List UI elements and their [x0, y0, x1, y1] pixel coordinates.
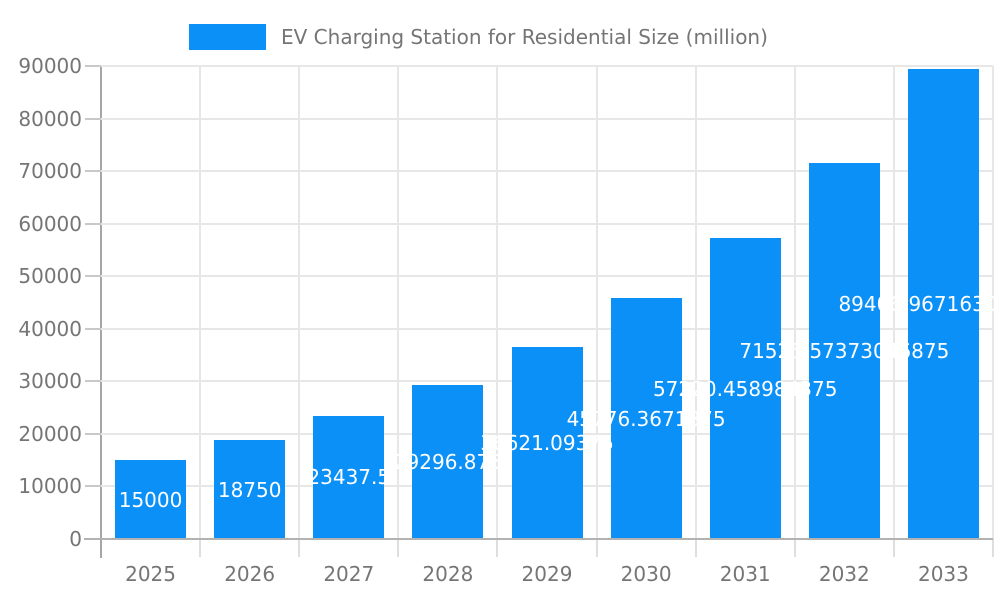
legend-label: EV Charging Station for Residential Size…	[281, 25, 768, 49]
gridline-v	[793, 66, 796, 539]
gridline-v	[595, 66, 598, 539]
value-label: 29296.875	[393, 450, 502, 475]
x-axis-tick	[298, 539, 301, 557]
y-axis-label: 50000	[18, 264, 82, 289]
y-axis-label: 30000	[18, 369, 82, 394]
x-axis-label: 2025	[125, 562, 176, 586]
bar-2025[interactable]	[115, 460, 187, 539]
y-axis-label: 40000	[18, 316, 82, 341]
gridline-v	[694, 66, 697, 539]
gridline-v	[892, 66, 895, 539]
value-label: 57220.458984375	[652, 376, 838, 401]
legend-swatch	[189, 24, 266, 50]
gridline-h	[101, 170, 993, 173]
y-axis-line	[100, 65, 102, 558]
y-axis-tick	[85, 222, 101, 225]
bar-2028[interactable]	[412, 385, 484, 539]
bar-2031[interactable]	[709, 238, 781, 539]
value-label: 89406.96716308594	[838, 292, 1000, 317]
x-axis-tick	[992, 539, 994, 557]
x-axis-label: 2027	[323, 562, 375, 586]
x-axis-baseline	[84, 538, 993, 540]
x-axis-label: 2030	[620, 562, 672, 586]
y-axis-tick	[85, 65, 101, 67]
bar-2027[interactable]	[313, 415, 385, 539]
y-axis-tick	[85, 432, 101, 435]
gridline-h	[101, 117, 993, 120]
x-axis-label: 2028	[422, 562, 474, 586]
value-label: 36621.09375	[480, 430, 614, 455]
bar-2032[interactable]	[808, 163, 880, 539]
y-axis-label: 80000	[18, 106, 82, 131]
value-label: 18750	[217, 477, 282, 502]
gridline-h	[101, 275, 993, 278]
chart-legend: EV Charging Station for Residential Size…	[189, 24, 768, 50]
y-axis-label: 10000	[18, 474, 82, 499]
gridline-h	[101, 222, 993, 225]
x-axis-tick	[397, 539, 400, 557]
x-axis-tick	[793, 539, 796, 557]
y-axis-tick	[85, 485, 101, 488]
value-label: 15000	[118, 487, 183, 512]
x-axis-label: 2031	[719, 562, 771, 586]
x-axis-tick	[496, 539, 499, 557]
bar-2029[interactable]	[511, 346, 583, 539]
x-axis-label: 2029	[521, 562, 573, 586]
y-axis-tick	[85, 117, 101, 120]
x-axis-label: 2026	[224, 562, 276, 586]
x-axis-tick	[100, 539, 102, 557]
gridline-v	[992, 66, 994, 539]
value-label: 45776.3671875	[566, 406, 726, 431]
bar-2030[interactable]	[610, 298, 682, 539]
value-label: 71525.57373046875	[739, 339, 950, 364]
x-axis-tick	[892, 539, 895, 557]
y-axis-tick	[85, 170, 101, 173]
y-axis-label: 0	[69, 527, 82, 551]
bar-2033[interactable]	[907, 69, 979, 539]
y-axis-tick	[85, 275, 101, 278]
gridline-v	[298, 66, 301, 539]
x-axis-label: 2033	[917, 562, 969, 586]
gridline-h	[101, 65, 993, 67]
y-axis-label: 20000	[18, 421, 82, 446]
y-axis-tick	[85, 380, 101, 383]
bar-2026[interactable]	[214, 440, 286, 539]
x-axis-label: 2032	[818, 562, 870, 586]
y-axis-label: 70000	[18, 159, 82, 184]
x-axis-tick	[694, 539, 697, 557]
gridline-v	[496, 66, 499, 539]
gridline-v	[199, 66, 202, 539]
x-axis-tick	[199, 539, 202, 557]
plot-area: 15000 18750 23437.5 29296.875 36621.09375 457…	[84, 65, 1000, 540]
gridline-v	[397, 66, 400, 539]
y-axis-tick	[85, 327, 101, 330]
x-axis-tick	[595, 539, 598, 557]
y-axis-label: 90000	[18, 54, 82, 78]
gridline-h	[101, 327, 993, 330]
y-axis-label: 60000	[18, 211, 82, 236]
value-label: 23437.5	[307, 465, 391, 490]
